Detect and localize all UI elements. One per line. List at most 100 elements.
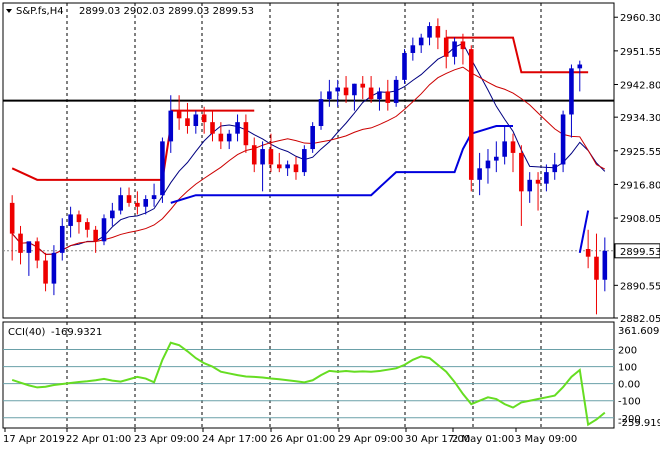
- candle-body: [285, 164, 290, 169]
- candle-body: [260, 149, 265, 165]
- candle-body: [9, 202, 15, 234]
- price-tick-label: 2890.55: [620, 281, 660, 292]
- candle-body: [18, 233, 23, 253]
- current-price-box: [614, 243, 660, 259]
- candle-body: [193, 114, 199, 127]
- main-panel-frame: [2, 2, 615, 319]
- candle-body: [293, 164, 299, 173]
- candle-body: [468, 49, 474, 180]
- cci-level-label-bg: [615, 360, 635, 373]
- candle-body: [393, 79, 399, 103]
- price-tick-label: 2882.05: [620, 314, 660, 325]
- price-tick-label: 2916.80: [620, 180, 660, 191]
- candle-body: [535, 179, 541, 184]
- candle-body: [343, 87, 349, 96]
- candle-body: [544, 172, 549, 184]
- cci-bottom-tick: -259.9197: [618, 418, 660, 429]
- candle-body: [51, 252, 57, 284]
- time-tick-label: 30 Apr 17:00: [405, 434, 470, 445]
- candle-body: [585, 249, 591, 257]
- candle-body: [385, 91, 391, 103]
- price-tick-label: 2908.05: [620, 214, 660, 225]
- collapse-triangle-icon: [6, 9, 12, 13]
- time-tick-label: 22 Apr 01:00: [66, 434, 131, 445]
- candle-body: [552, 164, 558, 173]
- candle-body: [85, 222, 90, 230]
- candle-body: [452, 41, 457, 57]
- price-tick-label: 2942.80: [620, 80, 660, 91]
- candle-body: [569, 68, 574, 115]
- candle-body: [126, 195, 132, 203]
- resistance-step-line: [446, 36, 589, 74]
- candle-body: [201, 114, 207, 123]
- candle-body: [310, 126, 315, 150]
- candle-body: [143, 199, 149, 207]
- candle-body: [485, 160, 491, 169]
- candle-body: [435, 26, 441, 38]
- candle-body: [460, 41, 466, 50]
- candle-body: [76, 214, 82, 223]
- candle-body: [118, 195, 123, 211]
- ma-slow-line: [11, 66, 606, 255]
- candle-body: [519, 152, 524, 192]
- candle-body: [210, 122, 215, 134]
- candle-body: [510, 141, 516, 153]
- candle-body: [427, 26, 432, 38]
- cci-level-label-bg: [615, 343, 635, 356]
- resistance-step-line: [11, 167, 163, 181]
- candle-body: [360, 83, 366, 88]
- candle-body: [135, 202, 140, 207]
- candle-body: [577, 64, 583, 69]
- candle-body: [402, 52, 407, 80]
- time-tick-label: 29 Apr 09:00: [338, 434, 403, 445]
- candle-body: [477, 168, 482, 180]
- candle-body: [302, 149, 307, 173]
- candle-body: [168, 110, 174, 142]
- candle-body: [93, 229, 98, 242]
- candle-body: [218, 133, 224, 142]
- cci-level-label-bg: [615, 394, 635, 407]
- candle-body: [335, 87, 341, 92]
- candle-body: [235, 122, 240, 134]
- candle-body: [502, 141, 507, 157]
- candle-body: [352, 83, 357, 96]
- candle-body: [418, 37, 424, 46]
- price-tick-label: 2925.55: [620, 147, 660, 158]
- time-tick-label: 26 Apr 01:00: [270, 434, 335, 445]
- time-tick-label: 2 May 01:00: [452, 434, 514, 445]
- cci-line: [11, 341, 606, 427]
- candle-body: [560, 114, 566, 165]
- cci-level-label: -100: [618, 397, 641, 408]
- candle-body: [59, 225, 65, 253]
- candle-body: [243, 122, 249, 146]
- cci-label: CCI(40): [8, 327, 46, 338]
- cci-panel-frame: [2, 321, 615, 429]
- candle-body: [160, 141, 165, 196]
- time-tick-label: 23 Apr 09:00: [134, 434, 199, 445]
- support-step-line: [170, 125, 514, 204]
- candle-body: [226, 133, 232, 142]
- cci-value: -169.9321: [51, 327, 102, 338]
- candle-body: [527, 179, 532, 192]
- price-tick-label: 2960.30: [620, 13, 660, 24]
- chart-ohlc-values: 2899.03 2902.03 2899.03 2899.53: [79, 6, 254, 17]
- cci-level-label-bg: [615, 377, 635, 390]
- price-tick-label: 2951.55: [620, 47, 660, 58]
- candle-body: [43, 260, 48, 284]
- candle-body: [176, 110, 182, 119]
- time-tick-label: 24 Apr 17:00: [202, 434, 267, 445]
- candle-body: [34, 241, 40, 261]
- candle-body: [68, 214, 73, 226]
- candle-body: [268, 149, 274, 165]
- time-tick-label: 17 Apr 2019: [3, 434, 65, 445]
- cci-level-label: 200: [618, 346, 637, 357]
- candle-body: [110, 210, 115, 219]
- candle-body: [494, 156, 499, 161]
- cci-level-label: 100: [618, 363, 637, 374]
- candle-body: [327, 91, 332, 100]
- current-price-label: 2899.53: [620, 247, 660, 258]
- cci-top-tick: 361.6092: [618, 326, 660, 337]
- candle-body: [410, 45, 416, 53]
